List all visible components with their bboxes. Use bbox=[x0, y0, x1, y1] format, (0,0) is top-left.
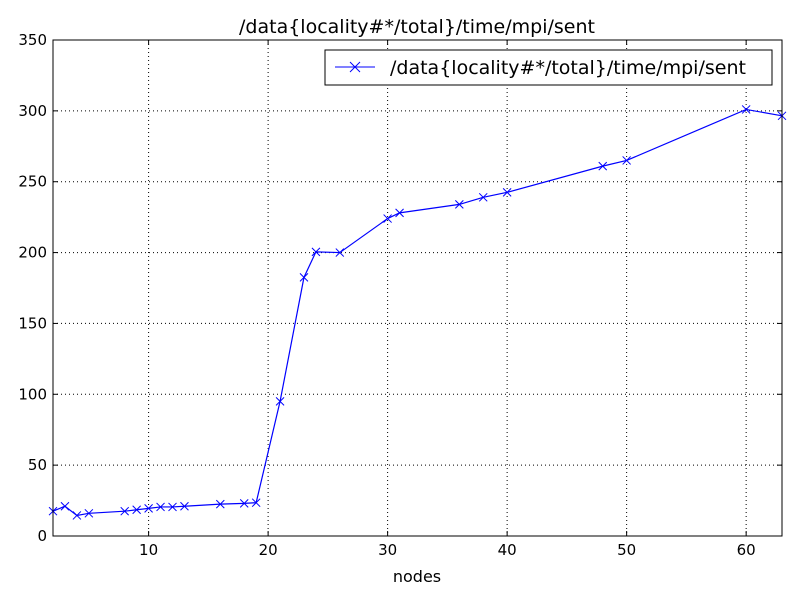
y-tick-label: 250 bbox=[18, 173, 47, 191]
data-point-marker bbox=[215, 499, 225, 509]
data-point-marker bbox=[741, 105, 751, 114]
series-line bbox=[52, 108, 783, 517]
legend-frame bbox=[324, 49, 773, 86]
y-tick-label: 200 bbox=[18, 244, 47, 262]
y-tick-label: 0 bbox=[37, 527, 47, 545]
x-axis-label: nodes bbox=[393, 567, 441, 586]
data-point-marker bbox=[120, 506, 130, 516]
data-point-marker bbox=[275, 397, 285, 406]
y-tick-label: 100 bbox=[18, 385, 47, 403]
y-tick-label: 350 bbox=[18, 31, 47, 49]
data-point-marker bbox=[502, 187, 512, 197]
data-point-marker bbox=[622, 156, 631, 165]
x-tick-label: 50 bbox=[617, 541, 636, 559]
data-point-marker bbox=[395, 208, 404, 218]
data-point-marker bbox=[335, 248, 345, 257]
plot-frame bbox=[52, 39, 783, 537]
data-point-marker bbox=[156, 502, 165, 512]
x-tick-label: 10 bbox=[139, 541, 158, 559]
data-point-marker bbox=[132, 505, 142, 515]
data-point-marker bbox=[311, 247, 321, 257]
data-point-marker bbox=[144, 504, 153, 513]
tick-marks bbox=[53, 39, 782, 537]
tick-labels: 10 20 30 40 50 60 0 50 100 150 200 250 300 350 bbox=[18, 31, 755, 559]
data-point-marker bbox=[598, 161, 608, 171]
plot-area bbox=[53, 40, 782, 536]
y-tick-label: 50 bbox=[28, 456, 47, 474]
x-tick-label: 30 bbox=[378, 541, 397, 559]
data-point-marker bbox=[180, 501, 189, 511]
legend-entry-label: /data{locality#*/total}/time/mpi/sent bbox=[390, 57, 746, 79]
data-point-marker bbox=[251, 498, 261, 508]
data-point-marker bbox=[478, 192, 488, 202]
chart-title: /data{locality#*/total}/time/mpi/sent bbox=[239, 16, 595, 38]
legend-marker-sample bbox=[349, 61, 361, 73]
data-point-marker bbox=[454, 200, 464, 209]
x-tick-label: 60 bbox=[737, 541, 756, 559]
data-point-marker bbox=[299, 273, 309, 282]
data-point-marker bbox=[383, 214, 392, 223]
data-point-marker bbox=[60, 501, 70, 511]
x-tick-label: 20 bbox=[259, 541, 278, 559]
data-point-marker bbox=[239, 499, 249, 508]
y-tick-label: 150 bbox=[18, 314, 47, 332]
data-point-marker bbox=[168, 502, 177, 512]
legend: /data{locality#*/total}/time/mpi/sent bbox=[324, 49, 773, 86]
y-tick-label: 300 bbox=[18, 102, 47, 120]
x-tick-label: 40 bbox=[498, 541, 517, 559]
data-point-marker bbox=[72, 511, 82, 520]
data-point-marker bbox=[84, 508, 94, 518]
